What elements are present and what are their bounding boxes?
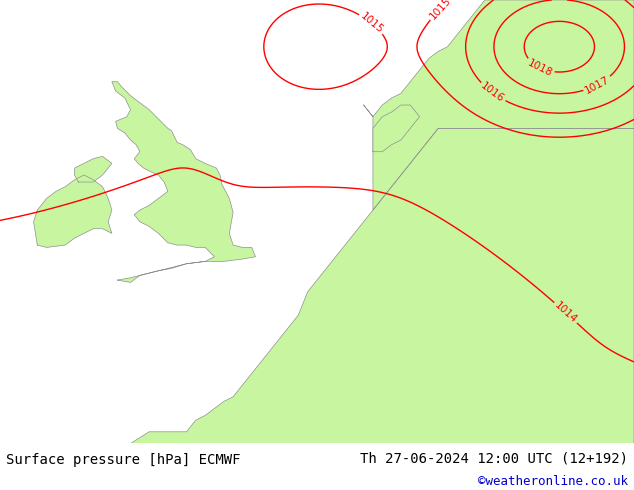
Text: 1015: 1015 bbox=[427, 0, 453, 22]
Polygon shape bbox=[112, 82, 256, 282]
Text: Th 27-06-2024 12:00 UTC (12+192): Th 27-06-2024 12:00 UTC (12+192) bbox=[359, 451, 628, 466]
Polygon shape bbox=[75, 156, 112, 182]
Text: 1017: 1017 bbox=[583, 74, 611, 96]
Polygon shape bbox=[34, 175, 112, 247]
Text: 1018: 1018 bbox=[526, 57, 554, 78]
Text: 1015: 1015 bbox=[358, 11, 385, 36]
Text: Surface pressure [hPa] ECMWF: Surface pressure [hPa] ECMWF bbox=[6, 453, 241, 467]
Polygon shape bbox=[364, 0, 634, 210]
Text: 1014: 1014 bbox=[552, 300, 579, 325]
Text: 1016: 1016 bbox=[479, 81, 506, 104]
Polygon shape bbox=[131, 128, 634, 443]
Polygon shape bbox=[373, 105, 420, 152]
Text: ©weatheronline.co.uk: ©weatheronline.co.uk bbox=[477, 475, 628, 488]
